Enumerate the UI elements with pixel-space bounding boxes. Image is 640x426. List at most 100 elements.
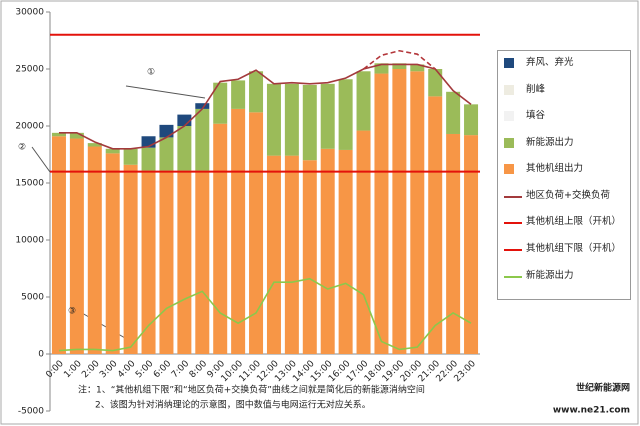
- bar: [177, 170, 192, 354]
- bar: [446, 133, 461, 354]
- y-tick-label: -5000: [18, 407, 44, 417]
- legend-label: 削峰: [526, 83, 546, 95]
- y-tick-label: 0: [38, 350, 44, 360]
- bar: [464, 104, 479, 136]
- bar: [105, 148, 120, 154]
- bar: [356, 130, 371, 354]
- bar: [410, 71, 425, 354]
- legend-label: 弃风、弃光: [526, 57, 574, 68]
- bar: [213, 82, 228, 124]
- bar: [177, 114, 192, 126]
- x-tick-label: 7:00: [170, 359, 192, 381]
- bar: [410, 64, 425, 72]
- bar: [446, 91, 461, 134]
- bar: [320, 148, 335, 354]
- bar: [51, 136, 66, 354]
- bar: [195, 108, 210, 171]
- legend-label: 新能源出力: [526, 136, 574, 148]
- y-tick-label: 30000: [15, 8, 44, 18]
- bar: [302, 84, 317, 161]
- bar: [123, 164, 138, 354]
- bar: [392, 63, 407, 69]
- legend-swatch: [504, 222, 522, 224]
- legend-label: 其他机组上限（开机）: [526, 216, 622, 227]
- bar: [141, 170, 156, 354]
- x-tick-label: 1:00: [62, 359, 84, 381]
- bar: [195, 103, 210, 109]
- bar: [266, 83, 281, 156]
- note: 2、该图为针对消纳理论的示意图，图中数值与电网运行无对应关系。: [95, 399, 371, 411]
- bar: [320, 83, 335, 149]
- bar: [374, 73, 389, 354]
- bar: [213, 123, 228, 354]
- bar: [87, 143, 102, 147]
- bar: [177, 126, 192, 171]
- bar: [123, 148, 138, 165]
- bar: [105, 153, 120, 354]
- bar: [159, 137, 174, 171]
- line: [58, 277, 472, 352]
- leader-line: [125, 85, 206, 99]
- bar: [51, 132, 66, 137]
- x-tick-label: 2:00: [80, 359, 102, 381]
- bar: [356, 71, 371, 131]
- annotation: ③: [68, 307, 76, 317]
- bar: [159, 124, 174, 138]
- bar: [428, 69, 443, 97]
- y-tick-label: 20000: [15, 122, 44, 132]
- legend-label: 填谷: [526, 110, 546, 121]
- line: [58, 63, 472, 150]
- legend-swatch: [504, 276, 522, 278]
- bar: [231, 80, 246, 109]
- leader-line: [31, 146, 51, 173]
- x-tick-label: 5:00: [134, 359, 156, 381]
- bar: [266, 155, 281, 354]
- legend: 弃风、弃光 削峰 填谷 新能源出力 其他机组出力 地区负荷+交换负荷 其他机组上限（开机）其…: [497, 50, 631, 300]
- bar: [141, 136, 156, 148]
- y-tick-label: 5000: [21, 293, 44, 303]
- bar: [159, 170, 174, 354]
- bar: [249, 112, 264, 354]
- bar: [141, 147, 156, 171]
- legend-swatch: [504, 164, 514, 174]
- annotation: ①: [147, 68, 155, 78]
- watermark: 世纪新能源网: [576, 382, 630, 394]
- bar: [284, 155, 299, 354]
- x-tick-label: 6:00: [152, 359, 174, 381]
- bar: [195, 170, 210, 354]
- bar: [87, 146, 102, 354]
- y-tick-label: 15000: [15, 179, 44, 189]
- bar: [69, 132, 84, 139]
- legend-label: 地区负荷+交换负荷: [526, 189, 610, 201]
- bar: [284, 83, 299, 156]
- bar: [69, 138, 84, 354]
- x-tick-label: 4:00: [116, 359, 138, 381]
- y-tick-label: 10000: [15, 236, 44, 246]
- annotation: ②: [18, 143, 26, 153]
- line: [363, 49, 436, 70]
- y-tick-label: 25000: [15, 65, 44, 75]
- bar: [302, 160, 317, 354]
- x-tick-label: 0:00: [44, 359, 66, 381]
- legend-swatch: [504, 249, 522, 251]
- x-tick-label: 3:00: [98, 359, 120, 381]
- x-tick-label: 8:00: [188, 359, 210, 381]
- bar: [338, 79, 353, 150]
- bar: [338, 149, 353, 354]
- bar: [464, 135, 479, 354]
- legend-swatch: [504, 111, 514, 121]
- bar: [392, 69, 407, 354]
- watermark: www.ne21.com: [553, 406, 630, 416]
- note: 注：1、“其他机组下限”和“地区负荷+交换负荷”曲线之间就是简化后的新能源消纳空…: [78, 384, 425, 396]
- legend-label: 其他机组出力: [526, 163, 584, 174]
- bar: [428, 96, 443, 355]
- bar: [374, 63, 389, 74]
- legend-label: 其他机组下限（开机）: [526, 243, 622, 254]
- bar: [249, 71, 264, 113]
- legend-label: 新能源出力: [526, 270, 574, 281]
- bar: [231, 108, 246, 355]
- legend-swatch: [504, 84, 514, 95]
